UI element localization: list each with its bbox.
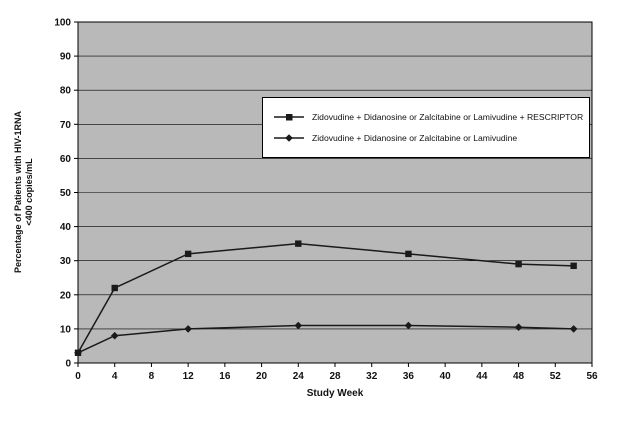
series-1-diamond-marker	[404, 321, 413, 330]
diamond-marker-line-icon	[274, 134, 304, 142]
x-tick-label: 24	[293, 371, 305, 382]
y-axis-title-line2: <400 copies/mL	[24, 158, 34, 226]
series-0-square-marker	[405, 250, 412, 258]
legend-label: Zidovudine + Didanosine or Zalcitabine o…	[312, 133, 518, 143]
series-0-square-marker	[295, 240, 302, 247]
square-marker-line-icon	[274, 114, 304, 121]
series-1-diamond-marker	[569, 325, 578, 333]
x-tick-label: 8	[149, 371, 155, 382]
series-0-square-marker	[184, 250, 192, 258]
y-tick-label: 100	[54, 18, 71, 29]
x-tick-label: 40	[440, 371, 452, 382]
y-tick-label: 40	[60, 222, 72, 233]
legend-label: Zidovudine + Didanosine or Zalcitabine o…	[312, 112, 584, 122]
legend-entry-rescriptor: Zidovudine + Didanosine or Zalcitabine o…	[273, 112, 585, 122]
series-1-diamond-marker	[294, 321, 303, 330]
series-1-diamond-marker	[110, 331, 119, 340]
x-tick-label: 36	[403, 371, 415, 382]
x-tick-label: 16	[219, 371, 231, 382]
y-axis-title-line1: Percentage of Patients with HIV-1RNA	[13, 110, 23, 274]
x-axis-title: Study Week	[306, 388, 364, 399]
legend-entry-control: Zidovudine + Didanosine or Zalcitabine o…	[273, 133, 585, 143]
x-tick-label: 28	[329, 371, 341, 382]
x-tick-label: 0	[75, 371, 81, 382]
y-axis-title: Percentage of Patients with HIV-1RNA <40…	[13, 22, 35, 362]
x-tick-label: 56	[586, 371, 598, 382]
x-tick-label: 12	[183, 371, 195, 382]
y-tick-label: 50	[60, 188, 72, 199]
x-tick-label: 52	[550, 371, 562, 382]
y-tick-label: 70	[60, 120, 72, 131]
y-tick-label: 10	[60, 324, 72, 335]
x-tick-label: 48	[513, 371, 525, 382]
y-tick-label: 60	[60, 154, 72, 165]
series-0-square-marker	[570, 262, 577, 270]
series-1-diamond-marker	[184, 325, 192, 333]
series-1-diamond-marker	[514, 323, 523, 331]
y-tick-label: 0	[65, 359, 71, 370]
x-tick-label: 32	[366, 371, 378, 382]
series-0-square-marker	[111, 284, 118, 292]
legend: Zidovudine + Didanosine or Zalcitabine o…	[262, 97, 590, 158]
y-tick-label: 80	[60, 86, 72, 97]
y-tick-label: 90	[60, 52, 72, 63]
series-1-diamond-marker	[74, 348, 82, 357]
series-0-square-marker	[515, 260, 522, 268]
x-tick-label: 20	[256, 371, 268, 382]
x-tick-label: 4	[112, 371, 118, 382]
y-tick-label: 20	[60, 290, 72, 301]
x-tick-label: 44	[476, 371, 488, 382]
y-tick-label: 30	[60, 256, 72, 267]
